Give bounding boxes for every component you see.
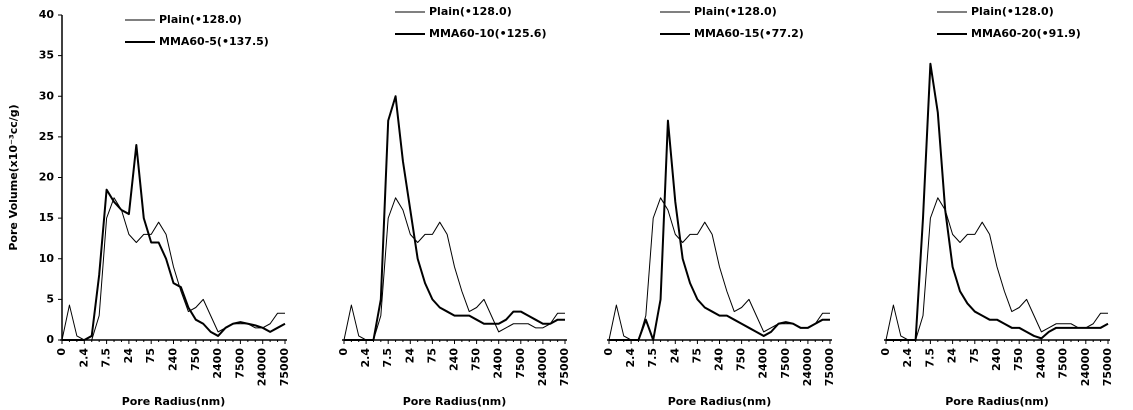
x-tick-label: 240: [448, 348, 461, 371]
x-tick-label: 7.5: [100, 348, 113, 368]
legend-label: MMA60-5(•137.5): [159, 35, 269, 48]
line-series: [609, 119, 830, 341]
x-tick-label: 7500: [514, 348, 527, 379]
x-tick-label: 0: [337, 348, 350, 356]
x-tick-label: 75: [425, 348, 438, 363]
legend-label: Plain(•128.0): [971, 5, 1054, 18]
x-tick-label: 24: [946, 348, 959, 364]
x-tick-label: 24000: [256, 348, 269, 387]
line-series: [608, 197, 830, 341]
y-tick-label: 25: [39, 130, 54, 143]
line-series: [62, 144, 286, 341]
x-tick-label: 750: [1012, 348, 1025, 371]
x-tick-label: 0: [602, 348, 615, 356]
legend-label: MMA60-15(•77.2): [694, 27, 804, 40]
x-tick-label: 0: [879, 348, 892, 356]
x-tick-label: 75: [144, 348, 157, 363]
x-tick-label: 750: [189, 348, 202, 371]
x-tick-label: 24000: [1079, 348, 1092, 387]
line-series: [343, 197, 565, 341]
x-tick-label: 2400: [757, 348, 770, 379]
y-tick-label: 20: [39, 171, 55, 184]
y-tick-label: 5: [46, 292, 54, 305]
x-tick-label: 2.4: [77, 348, 90, 368]
x-tick-label: 75000: [1101, 348, 1114, 387]
y-tick-label: 0: [46, 333, 54, 346]
x-tick-label: 750: [735, 348, 748, 371]
x-tick-label: 2400: [492, 348, 505, 379]
legend-label: MMA60-10(•125.6): [429, 27, 546, 40]
y-tick-label: 30: [39, 89, 55, 102]
x-axis-label: Pore Radius(nm): [403, 395, 507, 408]
x-tick-label: 24: [403, 348, 416, 364]
y-tick-label: 40: [39, 8, 55, 21]
x-tick-label: 24000: [801, 348, 814, 387]
x-tick-label: 7.5: [381, 348, 394, 368]
x-tick-label: 7500: [779, 348, 792, 379]
x-tick-label: 7500: [233, 348, 246, 379]
x-tick-label: 7.5: [923, 348, 936, 368]
x-axis-label: Pore Radius(nm): [945, 395, 1049, 408]
x-tick-label: 2.4: [624, 348, 637, 368]
line-series: [344, 95, 565, 341]
x-tick-label: 2400: [1034, 348, 1047, 379]
x-tick-label: 240: [990, 348, 1003, 371]
y-tick-label: 35: [39, 49, 54, 62]
x-tick-label: 7.5: [646, 348, 659, 368]
x-tick-label: 240: [713, 348, 726, 371]
y-tick-label: 15: [39, 211, 54, 224]
x-axis-label: Pore Radius(nm): [668, 395, 772, 408]
x-tick-label: 2.4: [901, 348, 914, 368]
y-tick-label: 10: [39, 252, 55, 265]
x-tick-label: 2400: [211, 348, 224, 379]
line-series: [885, 197, 1108, 341]
x-tick-label: 24: [122, 348, 135, 364]
y-axis-label: Pore Volume(x10⁻³cc/g): [7, 104, 20, 250]
legend-label: Plain(•128.0): [694, 5, 777, 18]
x-tick-label: 7500: [1057, 348, 1070, 379]
x-tick-label: 75: [968, 348, 981, 363]
x-tick-label: 24000: [536, 348, 549, 387]
line-series: [886, 62, 1109, 341]
legend-label: Plain(•128.0): [429, 5, 512, 18]
x-tick-label: 75000: [278, 348, 291, 387]
x-tick-label: 240: [167, 348, 180, 371]
x-tick-label: 750: [470, 348, 483, 371]
x-tick-label: 0: [55, 348, 68, 356]
x-tick-label: 75: [690, 348, 703, 363]
x-tick-label: 75000: [823, 348, 836, 387]
legend-label: Plain(•128.0): [159, 13, 242, 26]
x-tick-label: 24: [668, 348, 681, 364]
legend-label: MMA60-20(•91.9): [971, 27, 1081, 40]
x-tick-label: 75000: [558, 348, 571, 387]
x-axis-label: Pore Radius(nm): [122, 395, 226, 408]
line-series: [61, 197, 285, 341]
x-tick-label: 2.4: [359, 348, 372, 368]
